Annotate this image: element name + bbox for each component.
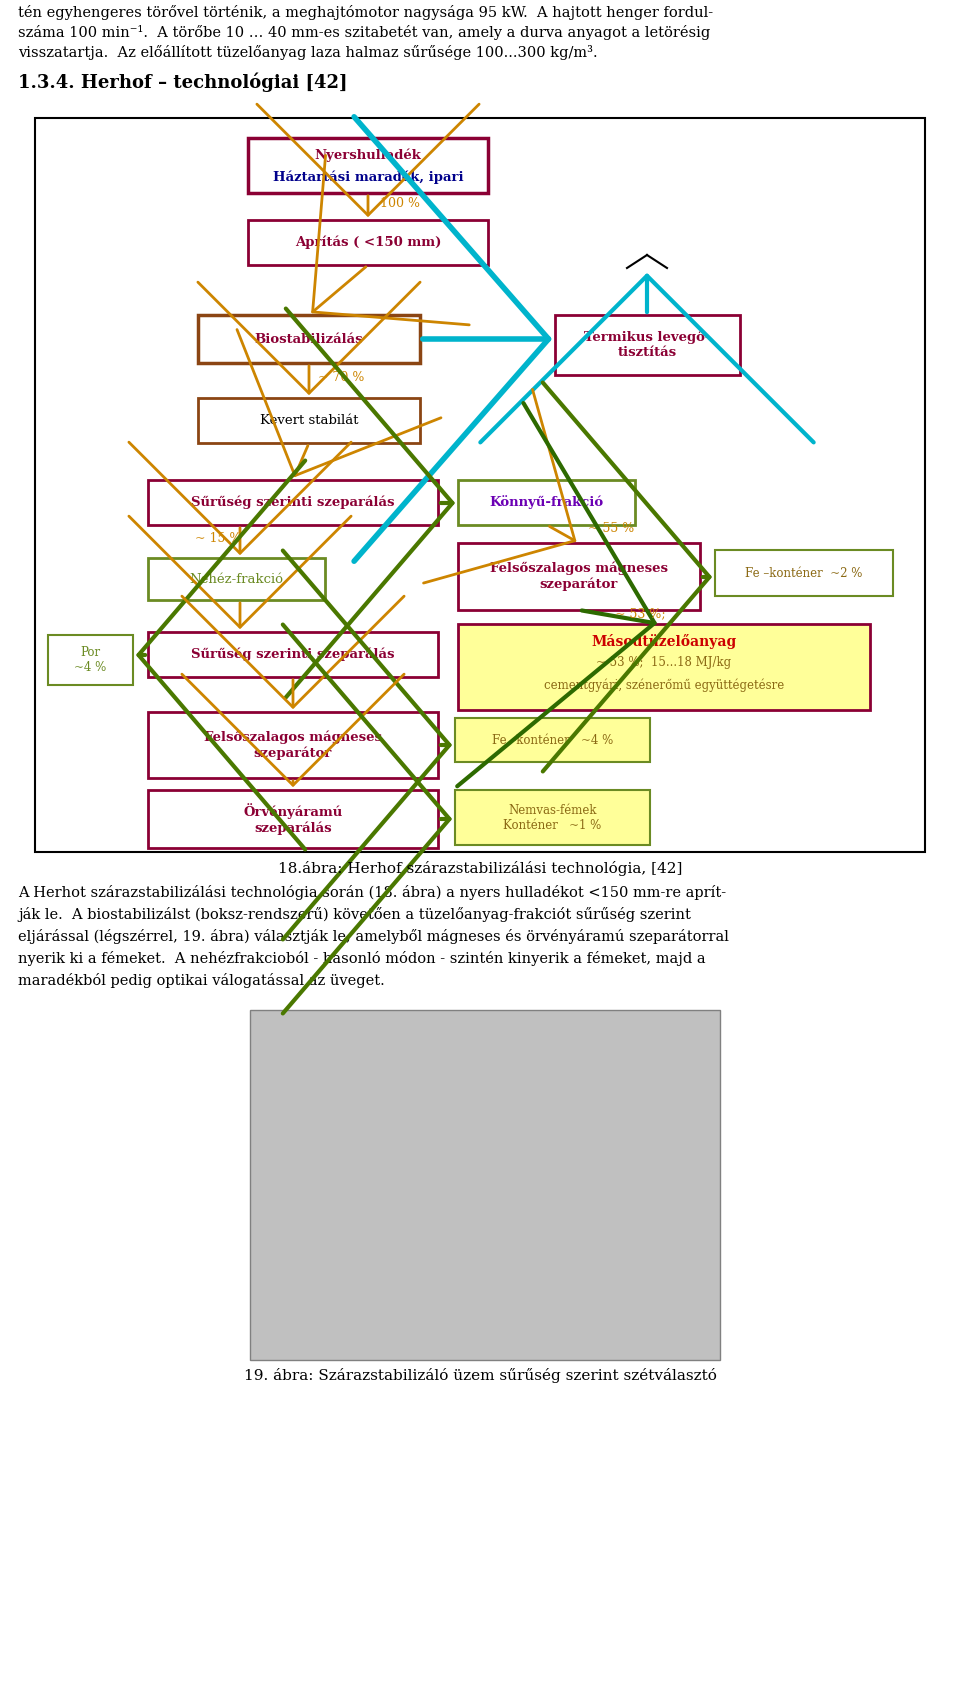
Text: száma 100 min⁻¹.  A törőbe 10 … 40 mm-es szitabetét van, amely a durva anyagot a: száma 100 min⁻¹. A törőbe 10 … 40 mm-es …: [18, 24, 710, 39]
Bar: [458, 623, 870, 710]
Text: Sűrűség szerinti szeparálás: Sűrűség szerinti szeparálás: [191, 647, 395, 661]
Bar: [48, 635, 133, 684]
Bar: [458, 479, 635, 525]
Bar: [35, 119, 925, 852]
Bar: [148, 479, 438, 525]
Text: Fe –konténer   ~4 %: Fe –konténer ~4 %: [492, 734, 613, 747]
Text: nyerik ki a fémeket.  A nehézfrakcioból - hasonló módon - szintén kinyerik a fém: nyerik ki a fémeket. A nehézfrakcioból -…: [18, 950, 706, 966]
Bar: [248, 220, 488, 264]
Text: cementgyári, szénerőmű együttégetésre: cementgyári, szénerőmű együttégetésre: [544, 678, 784, 691]
Text: 18.ábra: Herhof szárazstabilizálási technológia, [42]: 18.ábra: Herhof szárazstabilizálási tech…: [277, 861, 683, 876]
Text: Por
~4 %: Por ~4 %: [74, 645, 107, 674]
Text: Fe –konténer  ~2 %: Fe –konténer ~2 %: [745, 566, 863, 579]
Bar: [248, 137, 488, 193]
Text: Aprítás ( <150 mm): Aprítás ( <150 mm): [295, 235, 442, 249]
Bar: [148, 711, 438, 778]
Text: maradékból pedig optikai válogatással az üveget.: maradékból pedig optikai válogatással az…: [18, 972, 385, 988]
Text: tén egyhengeres törővel történik, a meghajtómotor nagysága 95 kW.  A hajtott hen: tén egyhengeres törővel történik, a megh…: [18, 5, 713, 20]
Text: Sűrűség szerinti szeparálás: Sűrűség szerinti szeparálás: [191, 496, 395, 510]
Bar: [148, 632, 438, 678]
Text: eljárással (légszérrel, 19. ábra) választják le, amelyből mágneses és örvényáram: eljárással (légszérrel, 19. ábra) válasz…: [18, 928, 729, 944]
Bar: [455, 718, 650, 762]
Bar: [198, 398, 420, 444]
Text: ~ 15 %: ~ 15 %: [195, 532, 241, 545]
Text: 100 %: 100 %: [380, 197, 420, 210]
Text: visszatartja.  Az előállított tüzelőanyag laza halmaz sűrűsége 100...300 kg/m³.: visszatartja. Az előállított tüzelőanyag…: [18, 44, 598, 59]
Text: Másodtüzelőanyag: Másodtüzelőanyag: [591, 634, 736, 649]
Bar: [148, 789, 438, 849]
Bar: [715, 551, 893, 596]
Text: ~ 55 %: ~ 55 %: [588, 522, 635, 535]
Text: Felsőszalagos mágneses
szeparátor: Felsőszalagos mágneses szeparátor: [490, 562, 668, 591]
Text: Biostabilizálás: Biostabilizálás: [254, 332, 363, 346]
Text: ~ 53 %;: ~ 53 %;: [615, 606, 665, 620]
Text: Könnyű-frakció: Könnyű-frakció: [490, 496, 604, 510]
Bar: [250, 1010, 720, 1360]
Text: Nyershulladék: Nyershulladék: [315, 149, 421, 161]
Bar: [555, 315, 740, 374]
Text: Termikus levegő-
tisztítás: Termikus levegő- tisztítás: [585, 330, 710, 359]
Bar: [458, 544, 700, 610]
Text: ~ 70 %: ~ 70 %: [318, 371, 365, 385]
Text: A Herhot szárazstabilizálási technológia során (18. ábra) a nyers hulladékot <15: A Herhot szárazstabilizálási technológia…: [18, 884, 726, 900]
Text: Felsőszalagos mágneses
szeparátor: Felsőszalagos mágneses szeparátor: [204, 730, 382, 759]
Bar: [455, 789, 650, 845]
Text: Kevert stabilát: Kevert stabilát: [260, 413, 358, 427]
Text: ják le.  A biostabilizálst (boksz-rendszerű) követően a tüzelőanyag-frakciót sű: ják le. A biostabilizálst (boksz-rendsze…: [18, 906, 691, 922]
Bar: [198, 315, 420, 363]
Text: ~ 53 %;  15...18 MJ/kg: ~ 53 %; 15...18 MJ/kg: [596, 656, 732, 669]
Text: Örvényáramú
szeparálás: Örvényáramú szeparálás: [244, 803, 343, 835]
Text: Nehéz-frakció: Nehéz-frakció: [189, 573, 283, 586]
Text: Háztartási maradék, ipari: Háztartási maradék, ipari: [273, 171, 464, 183]
Bar: [148, 557, 325, 600]
Text: 1.3.4. Herhof – technológiai [42]: 1.3.4. Herhof – technológiai [42]: [18, 73, 348, 91]
Text: Nemvas-fémek
Konténer   ~1 %: Nemvas-fémek Konténer ~1 %: [503, 803, 602, 832]
Text: 19. ábra: Szárazstabilizáló üzem sűrűség szerint szétválasztó: 19. ábra: Szárazstabilizáló üzem sűrűség…: [244, 1367, 716, 1382]
